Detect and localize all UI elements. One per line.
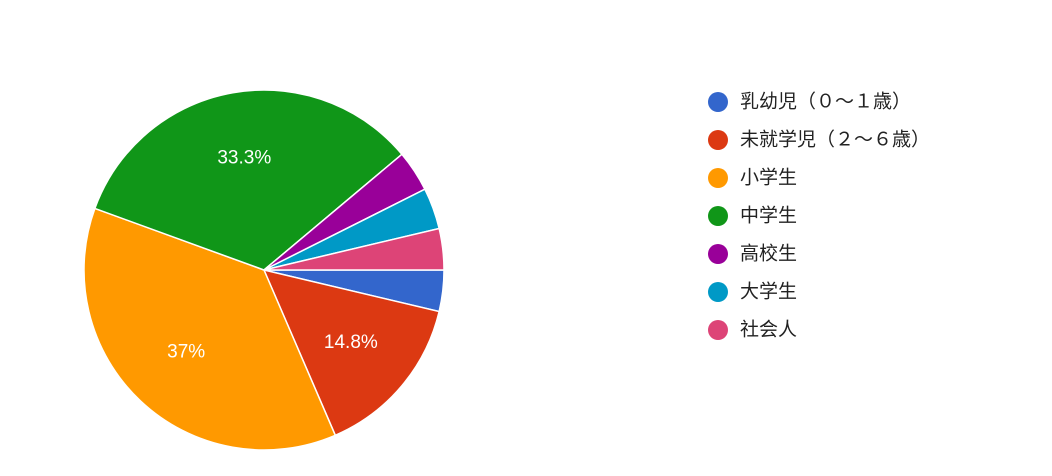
pie-slice	[263, 227, 445, 271]
legend-swatch	[708, 92, 728, 112]
legend-label: 大学生	[740, 281, 797, 303]
legend-label: 中学生	[740, 205, 797, 227]
legend-swatch	[708, 206, 728, 226]
legend-swatch	[708, 244, 728, 264]
legend-swatch	[708, 168, 728, 188]
legend-swatch	[708, 282, 728, 302]
slice-label: 37%	[167, 341, 205, 362]
pie-slice	[93, 89, 403, 271]
slice-label: 33.3%	[217, 147, 271, 168]
legend-label: 未就学児（２〜６歳）	[740, 129, 930, 151]
legend-swatch	[708, 130, 728, 150]
legend-label: 乳幼児（０〜１歳）	[740, 91, 911, 113]
pie-slice	[83, 207, 337, 451]
legend-label: 高校生	[740, 243, 797, 265]
slice-label: 14.8%	[324, 332, 378, 353]
pie-slice	[262, 268, 441, 437]
legend-label: 小学生	[740, 167, 797, 189]
legend-label: 社会人	[740, 319, 797, 341]
legend-swatch	[708, 320, 728, 340]
